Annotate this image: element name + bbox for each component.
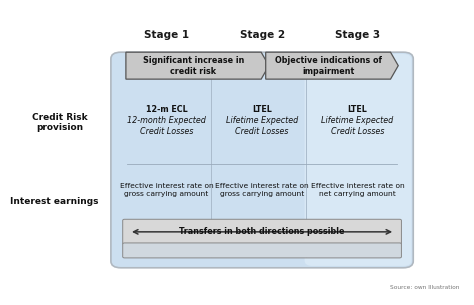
Polygon shape (126, 52, 269, 79)
Text: LTEL: LTEL (252, 105, 272, 113)
FancyBboxPatch shape (123, 219, 401, 244)
Text: Stage 1: Stage 1 (144, 30, 189, 40)
Text: LTEL: LTEL (347, 105, 367, 113)
Text: Lifetime Expected
Credit Losses: Lifetime Expected Credit Losses (321, 116, 394, 136)
Text: Objective indications of
impairment: Objective indications of impairment (274, 56, 382, 76)
FancyBboxPatch shape (111, 52, 413, 268)
Text: Stage 2: Stage 2 (239, 30, 284, 40)
FancyBboxPatch shape (123, 243, 401, 258)
Text: Lifetime Expected
Credit Losses: Lifetime Expected Credit Losses (226, 116, 298, 136)
Text: Transfers in both directions possible: Transfers in both directions possible (179, 227, 345, 236)
Text: Effective interest rate on
gross carrying amount: Effective interest rate on gross carryin… (120, 183, 213, 197)
Text: Effective interest rate on
gross carrying amount: Effective interest rate on gross carryin… (215, 183, 309, 197)
Text: Effective interest rate on
net carrying amount: Effective interest rate on net carrying … (310, 183, 404, 197)
Text: Interest earnings: Interest earnings (10, 197, 99, 206)
Text: Credit Risk
provision: Credit Risk provision (32, 113, 88, 132)
Text: 12-month Expected
Credit Losses: 12-month Expected Credit Losses (127, 116, 206, 136)
Polygon shape (266, 52, 398, 79)
FancyBboxPatch shape (305, 54, 411, 266)
Text: 12-m ECL: 12-m ECL (146, 105, 187, 113)
Text: Stage 3: Stage 3 (335, 30, 380, 40)
Text: Significant increase in
credit risk: Significant increase in credit risk (143, 56, 244, 76)
Text: Source: own Illustration: Source: own Illustration (391, 285, 460, 290)
